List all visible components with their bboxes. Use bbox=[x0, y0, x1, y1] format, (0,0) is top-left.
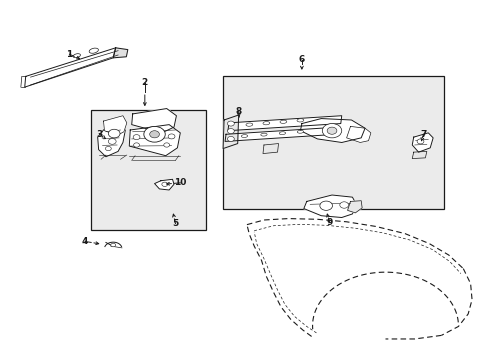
Circle shape bbox=[339, 202, 348, 208]
Ellipse shape bbox=[263, 122, 269, 125]
Text: 10: 10 bbox=[174, 178, 186, 187]
Bar bbox=[91, 111, 205, 230]
Polygon shape bbox=[25, 48, 116, 87]
Polygon shape bbox=[223, 115, 238, 149]
Ellipse shape bbox=[279, 132, 285, 135]
Ellipse shape bbox=[297, 130, 303, 133]
Circle shape bbox=[105, 147, 111, 151]
Polygon shape bbox=[224, 127, 337, 141]
Polygon shape bbox=[411, 133, 432, 152]
Circle shape bbox=[416, 139, 423, 144]
Polygon shape bbox=[300, 118, 365, 143]
Polygon shape bbox=[103, 116, 126, 135]
Text: 3: 3 bbox=[96, 130, 102, 139]
Polygon shape bbox=[347, 201, 362, 213]
Ellipse shape bbox=[245, 123, 252, 126]
Text: 9: 9 bbox=[325, 218, 332, 227]
Text: 1: 1 bbox=[66, 50, 72, 59]
Polygon shape bbox=[227, 116, 341, 131]
Polygon shape bbox=[98, 125, 125, 157]
Circle shape bbox=[133, 143, 139, 147]
Polygon shape bbox=[154, 179, 174, 190]
Circle shape bbox=[227, 129, 234, 134]
Text: 2: 2 bbox=[142, 78, 148, 87]
Ellipse shape bbox=[89, 48, 98, 53]
Ellipse shape bbox=[296, 119, 303, 122]
Circle shape bbox=[227, 121, 234, 126]
Polygon shape bbox=[129, 125, 180, 156]
Circle shape bbox=[227, 136, 234, 141]
Bar bbox=[222, 76, 443, 208]
Ellipse shape bbox=[241, 135, 247, 138]
Polygon shape bbox=[131, 109, 176, 133]
Text: 4: 4 bbox=[81, 237, 88, 246]
Ellipse shape bbox=[280, 120, 286, 123]
Ellipse shape bbox=[260, 133, 266, 136]
Text: 5: 5 bbox=[172, 219, 178, 228]
Polygon shape bbox=[346, 126, 370, 143]
Circle shape bbox=[168, 134, 175, 139]
Circle shape bbox=[143, 126, 165, 142]
Text: 6: 6 bbox=[298, 55, 305, 64]
Circle shape bbox=[163, 143, 169, 147]
Polygon shape bbox=[263, 144, 278, 154]
Circle shape bbox=[108, 129, 120, 138]
Text: 7: 7 bbox=[419, 130, 426, 139]
Circle shape bbox=[319, 201, 332, 210]
Circle shape bbox=[133, 135, 140, 140]
Polygon shape bbox=[113, 48, 127, 58]
Circle shape bbox=[326, 127, 336, 134]
Circle shape bbox=[149, 131, 159, 138]
Ellipse shape bbox=[73, 54, 81, 58]
Polygon shape bbox=[411, 152, 426, 158]
Circle shape bbox=[322, 123, 341, 138]
Circle shape bbox=[162, 182, 167, 186]
Circle shape bbox=[108, 139, 116, 144]
Polygon shape bbox=[303, 195, 356, 217]
Circle shape bbox=[111, 243, 116, 247]
Text: 8: 8 bbox=[235, 107, 241, 116]
